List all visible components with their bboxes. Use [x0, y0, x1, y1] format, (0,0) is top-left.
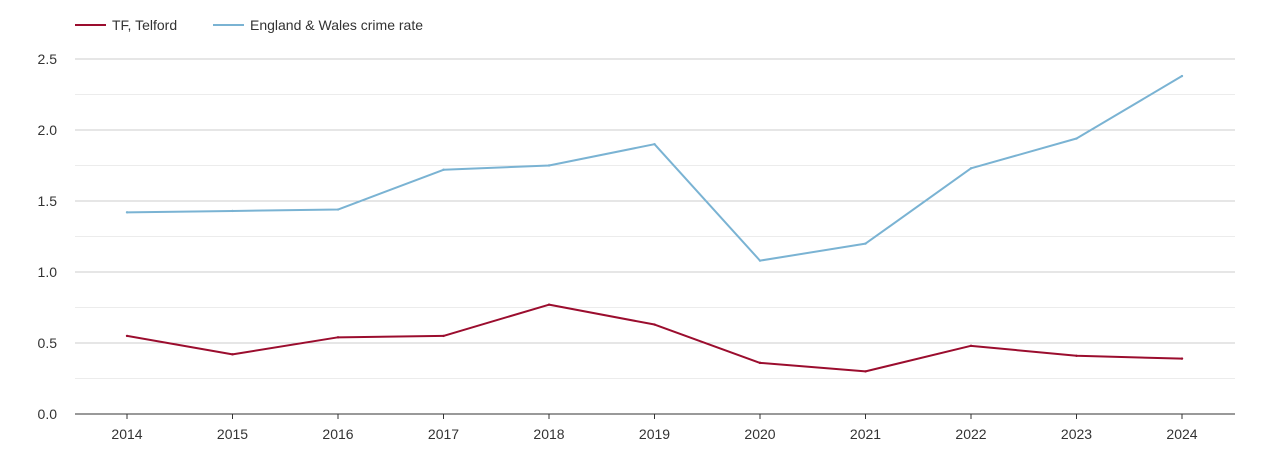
y-axis-ticks: 0.0 0.5 1.0 1.5 2.0 2.5 — [38, 51, 58, 422]
data-point-telford-2020[interactable] — [758, 361, 762, 365]
data-point-england-wales-2024[interactable] — [1180, 74, 1184, 78]
x-tick-label: 2024 — [1166, 426, 1197, 442]
legend-label-england-wales: England & Wales crime rate — [250, 17, 423, 33]
x-tick-label: 2022 — [955, 426, 986, 442]
data-point-telford-2016[interactable] — [336, 336, 340, 339]
data-point-telford-2022[interactable] — [969, 344, 973, 348]
legend: TF, Telford England & Wales crime rate — [75, 17, 423, 33]
y-tick-label: 0.0 — [38, 406, 58, 422]
data-point-england-wales-2019[interactable] — [653, 143, 656, 146]
x-tick-label: 2015 — [217, 426, 248, 442]
data-point-england-wales-2022[interactable] — [969, 167, 973, 170]
data-point-england-wales-2017[interactable] — [442, 168, 445, 171]
legend-item-telford[interactable]: TF, Telford — [75, 17, 177, 33]
data-point-telford-2018[interactable] — [547, 303, 551, 306]
x-tick-label: 2017 — [428, 426, 459, 442]
series-line-england-wales[interactable] — [126, 75, 1183, 262]
data-point-england-wales-2021[interactable] — [864, 242, 867, 245]
data-point-telford-2015[interactable] — [231, 353, 234, 356]
x-tick-label: 2016 — [322, 426, 353, 442]
x-tick-label: 2020 — [744, 426, 775, 442]
data-point-england-wales-2014[interactable] — [125, 211, 129, 214]
x-tick-label: 2019 — [639, 426, 670, 442]
data-point-england-wales-2018[interactable] — [547, 164, 551, 167]
data-point-telford-2021[interactable] — [864, 370, 867, 373]
data-point-england-wales-2016[interactable] — [336, 208, 340, 211]
grid — [75, 58, 1235, 415]
series-line-telford[interactable] — [126, 303, 1183, 373]
x-tick-label: 2018 — [533, 426, 564, 442]
y-tick-label: 1.0 — [38, 264, 58, 280]
data-point-telford-2019[interactable] — [653, 323, 656, 326]
x-tick-label: 2023 — [1061, 426, 1092, 442]
data-point-england-wales-2015[interactable] — [231, 209, 234, 213]
data-point-telford-2014[interactable] — [125, 334, 129, 338]
x-tick-label: 2021 — [850, 426, 881, 442]
data-point-telford-2024[interactable] — [1180, 357, 1184, 360]
y-tick-label: 2.5 — [38, 51, 58, 67]
data-point-england-wales-2023[interactable] — [1075, 137, 1078, 140]
y-tick-label: 0.5 — [38, 335, 58, 351]
y-tick-label: 1.5 — [38, 193, 58, 209]
y-tick-label: 2.0 — [38, 122, 58, 138]
legend-label-telford: TF, Telford — [112, 17, 177, 33]
x-tick-label: 2014 — [111, 426, 142, 442]
data-point-england-wales-2020[interactable] — [758, 259, 762, 262]
x-axis-ticks: 2014 2015 2016 2017 2018 2019 2020 2021 2022 2023… — [111, 414, 1198, 442]
data-point-telford-2023[interactable] — [1075, 354, 1078, 357]
data-point-telford-2017[interactable] — [442, 334, 445, 338]
series-group — [125, 74, 1184, 373]
legend-item-england-wales[interactable]: England & Wales crime rate — [213, 17, 423, 33]
